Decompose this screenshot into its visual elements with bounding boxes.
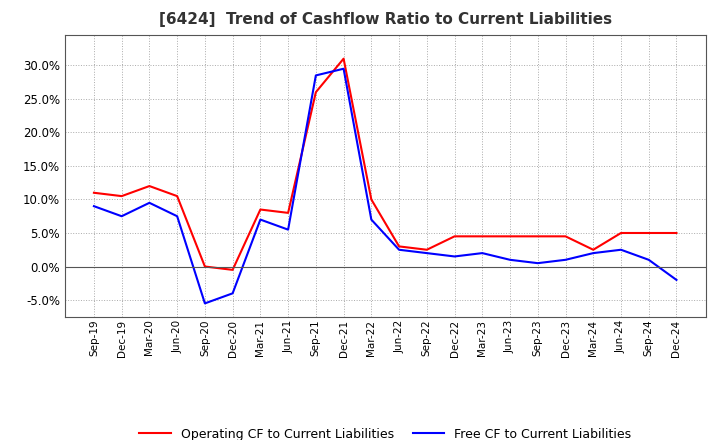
Free CF to Current Liabilities: [505, 257, 514, 262]
Free CF to Current Liabilities: [145, 200, 154, 205]
Free CF to Current Liabilities: [395, 247, 403, 253]
Free CF to Current Liabilities: [312, 73, 320, 78]
Free CF to Current Liabilities: [284, 227, 292, 232]
Free CF to Current Liabilities: [478, 250, 487, 256]
Free CF to Current Liabilities: [173, 213, 181, 219]
Free CF to Current Liabilities: [423, 250, 431, 256]
Operating CF to Current Liabilities: [117, 194, 126, 199]
Operating CF to Current Liabilities: [644, 231, 653, 236]
Free CF to Current Liabilities: [644, 257, 653, 262]
Operating CF to Current Liabilities: [145, 183, 154, 189]
Operating CF to Current Liabilities: [256, 207, 265, 212]
Operating CF to Current Liabilities: [505, 234, 514, 239]
Operating CF to Current Liabilities: [284, 210, 292, 216]
Free CF to Current Liabilities: [256, 217, 265, 222]
Operating CF to Current Liabilities: [672, 231, 681, 236]
Operating CF to Current Liabilities: [339, 56, 348, 61]
Free CF to Current Liabilities: [228, 291, 237, 296]
Free CF to Current Liabilities: [589, 250, 598, 256]
Operating CF to Current Liabilities: [561, 234, 570, 239]
Free CF to Current Liabilities: [201, 301, 210, 306]
Line: Operating CF to Current Liabilities: Operating CF to Current Liabilities: [94, 59, 677, 270]
Free CF to Current Liabilities: [672, 277, 681, 282]
Operating CF to Current Liabilities: [312, 90, 320, 95]
Operating CF to Current Liabilities: [201, 264, 210, 269]
Operating CF to Current Liabilities: [534, 234, 542, 239]
Operating CF to Current Liabilities: [395, 244, 403, 249]
Title: [6424]  Trend of Cashflow Ratio to Current Liabilities: [6424] Trend of Cashflow Ratio to Curren…: [158, 12, 612, 27]
Free CF to Current Liabilities: [534, 260, 542, 266]
Operating CF to Current Liabilities: [423, 247, 431, 253]
Free CF to Current Liabilities: [117, 213, 126, 219]
Operating CF to Current Liabilities: [173, 194, 181, 199]
Operating CF to Current Liabilities: [450, 234, 459, 239]
Operating CF to Current Liabilities: [478, 234, 487, 239]
Free CF to Current Liabilities: [339, 66, 348, 71]
Free CF to Current Liabilities: [367, 217, 376, 222]
Operating CF to Current Liabilities: [367, 197, 376, 202]
Line: Free CF to Current Liabilities: Free CF to Current Liabilities: [94, 69, 677, 304]
Free CF to Current Liabilities: [450, 254, 459, 259]
Operating CF to Current Liabilities: [89, 190, 98, 195]
Free CF to Current Liabilities: [561, 257, 570, 262]
Legend: Operating CF to Current Liabilities, Free CF to Current Liabilities: Operating CF to Current Liabilities, Fre…: [135, 423, 636, 440]
Free CF to Current Liabilities: [616, 247, 625, 253]
Operating CF to Current Liabilities: [228, 267, 237, 272]
Operating CF to Current Liabilities: [616, 231, 625, 236]
Free CF to Current Liabilities: [89, 204, 98, 209]
Operating CF to Current Liabilities: [589, 247, 598, 253]
